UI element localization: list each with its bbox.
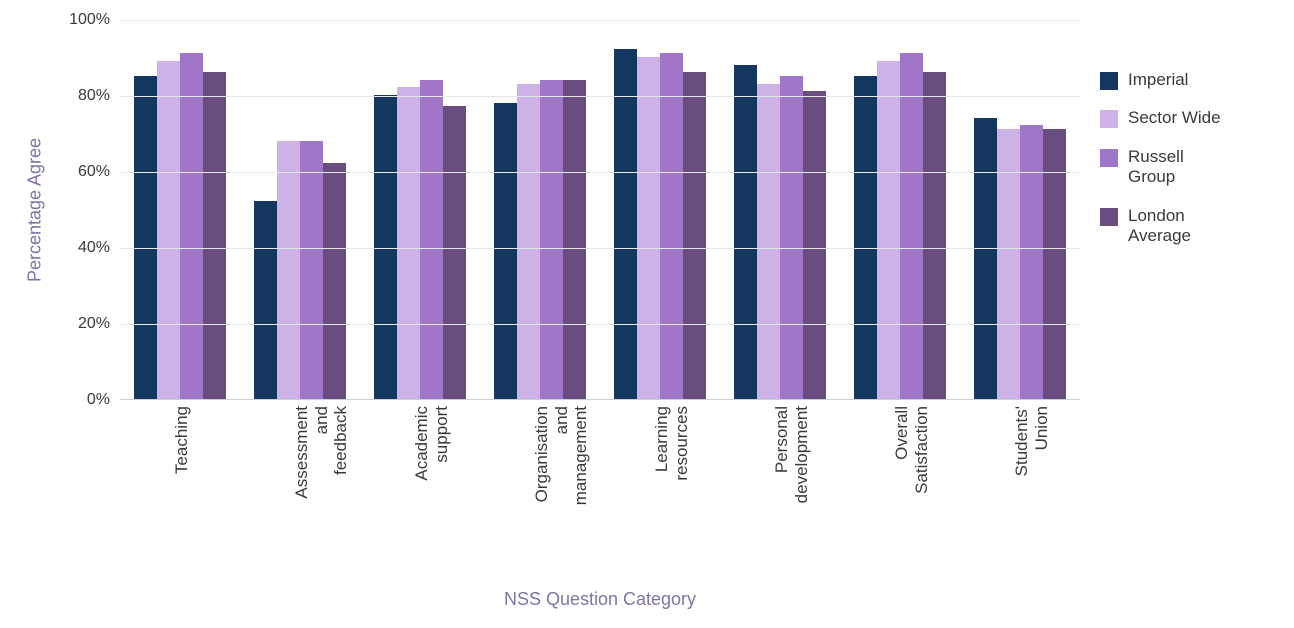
legend-item-imperial: Imperial <box>1100 70 1280 90</box>
bar-russell_group <box>540 80 563 399</box>
bar-imperial <box>734 65 757 399</box>
bar-london_average <box>323 163 346 399</box>
plot-area: 0%20%40%60%80%100% <box>120 20 1080 400</box>
bars-layer <box>120 20 1080 399</box>
x-category-label: Personal development <box>772 406 811 503</box>
legend-item-russell_group: Russell Group <box>1100 147 1280 188</box>
legend-swatch <box>1100 208 1118 226</box>
y-tick-label: 80% <box>65 87 110 105</box>
bar-sector_wide <box>877 61 900 399</box>
y-tick-label: 60% <box>65 163 110 181</box>
x-category-label: Assessment and feedback <box>292 406 351 499</box>
y-tick-label: 0% <box>65 391 110 409</box>
legend-item-london_average: London Average <box>1100 206 1280 247</box>
bar-london_average <box>803 91 826 399</box>
bar-imperial <box>134 76 157 399</box>
x-axis-title: NSS Question Category <box>504 589 696 610</box>
legend-swatch <box>1100 110 1118 128</box>
x-category-label: Academic support <box>412 406 451 481</box>
bar-sector_wide <box>277 141 300 399</box>
bar-sector_wide <box>637 57 660 399</box>
bar-russell_group <box>300 141 323 399</box>
bar-sector_wide <box>157 61 180 399</box>
gridline <box>120 324 1080 325</box>
bar-sector_wide <box>757 84 780 399</box>
y-tick-label: 100% <box>65 11 110 29</box>
y-axis-title: Percentage Agree <box>25 138 46 282</box>
bar-sector_wide <box>517 84 540 399</box>
x-category-label: Learning resources <box>652 406 691 481</box>
bar-london_average <box>683 72 706 399</box>
bar-russell_group <box>780 76 803 399</box>
bar-russell_group <box>660 53 683 399</box>
y-tick-label: 20% <box>65 315 110 333</box>
bar-london_average <box>563 80 586 399</box>
gridline <box>120 96 1080 97</box>
legend-label: London Average <box>1128 206 1191 247</box>
bar-london_average <box>923 72 946 399</box>
bar-sector_wide <box>997 129 1020 399</box>
gridline <box>120 172 1080 173</box>
x-category-label: Teaching <box>172 406 192 474</box>
legend-label: Sector Wide <box>1128 108 1221 128</box>
bar-imperial <box>614 49 637 399</box>
y-tick-label: 40% <box>65 239 110 257</box>
gridline <box>120 248 1080 249</box>
legend-label: Russell Group <box>1128 147 1184 188</box>
bar-russell_group <box>1020 125 1043 399</box>
legend-label: Imperial <box>1128 70 1188 90</box>
bar-london_average <box>203 72 226 399</box>
legend-swatch <box>1100 72 1118 90</box>
x-category-label: Students' Union <box>1012 406 1051 476</box>
bar-london_average <box>1043 129 1066 399</box>
bar-russell_group <box>900 53 923 399</box>
legend: Imperial Sector Wide Russell Group London A… <box>1100 70 1280 264</box>
legend-item-sector_wide: Sector Wide <box>1100 108 1280 128</box>
bar-sector_wide <box>397 87 420 399</box>
bar-imperial <box>374 95 397 399</box>
x-category-label: Overall Satisfaction <box>892 406 931 494</box>
bar-imperial <box>254 201 277 399</box>
bar-imperial <box>854 76 877 399</box>
nss-bar-chart: Percentage Agree 0%20%40%60%80%100% NSS … <box>0 0 1294 628</box>
bar-london_average <box>443 106 466 399</box>
x-category-label: Organisation and management <box>532 406 591 505</box>
bar-russell_group <box>180 53 203 399</box>
legend-swatch <box>1100 149 1118 167</box>
bar-russell_group <box>420 80 443 399</box>
bar-imperial <box>494 103 517 399</box>
gridline <box>120 20 1080 21</box>
bar-imperial <box>974 118 997 399</box>
